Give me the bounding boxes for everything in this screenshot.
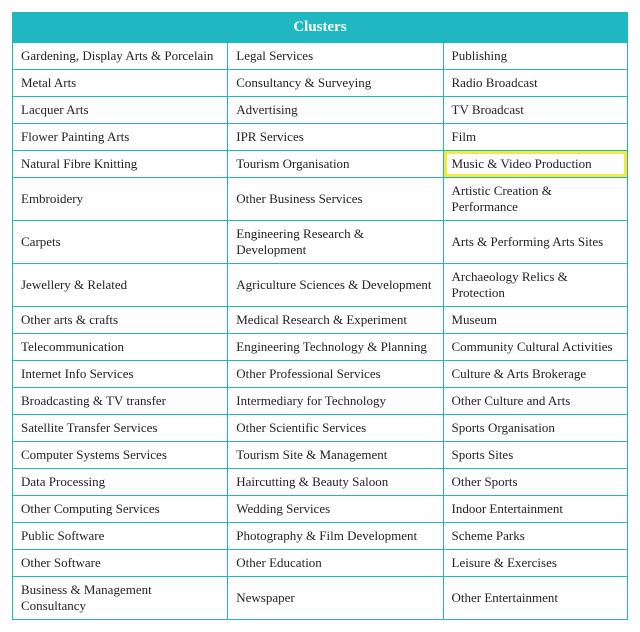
table-row: Metal ArtsConsultancy & SurveyingRadio B…	[13, 70, 628, 97]
table-cell: Newspaper	[228, 577, 443, 620]
table-cell: Culture & Arts Brokerage	[443, 361, 628, 388]
table-cell: Satellite Transfer Services	[13, 415, 228, 442]
table-cell: IPR Services	[228, 124, 443, 151]
table-cell: Business & Management Consultancy	[13, 577, 228, 620]
table-cell: Other Education	[228, 550, 443, 577]
table-cell: Other Software	[13, 550, 228, 577]
table-cell: Embroidery	[13, 178, 228, 221]
table-cell: Scheme Parks	[443, 523, 628, 550]
table-cell: Jewellery & Related	[13, 264, 228, 307]
table-cell: Film	[443, 124, 628, 151]
table-cell: Music & Video Production	[443, 151, 628, 178]
table-cell: Lacquer Arts	[13, 97, 228, 124]
table-cell: Consultancy & Surveying	[228, 70, 443, 97]
table-cell: Internet Info Services	[13, 361, 228, 388]
table-cell: Wedding Services	[228, 496, 443, 523]
table-cell: Haircutting & Beauty Saloon	[228, 469, 443, 496]
table-cell: Agriculture Sciences & Development	[228, 264, 443, 307]
table-cell: Other Computing Services	[13, 496, 228, 523]
table-cell: Sports Sites	[443, 442, 628, 469]
table-cell: Medical Research & Experiment	[228, 307, 443, 334]
table-cell: Community Cultural Activities	[443, 334, 628, 361]
table-cell: Other Entertainment	[443, 577, 628, 620]
table-cell: Other arts & crafts	[13, 307, 228, 334]
table-row: Computer Systems ServicesTourism Site & …	[13, 442, 628, 469]
table-row: Business & Management ConsultancyNewspap…	[13, 577, 628, 620]
table-cell: Leisure & Exercises	[443, 550, 628, 577]
table-cell: Museum	[443, 307, 628, 334]
table-row: Internet Info ServicesOther Professional…	[13, 361, 628, 388]
table-cell: Indoor Entertainment	[443, 496, 628, 523]
table-row: Broadcasting & TV transferIntermediary f…	[13, 388, 628, 415]
table-cell: Other Professional Services	[228, 361, 443, 388]
table-cell: Radio Broadcast	[443, 70, 628, 97]
table-cell: Data Processing	[13, 469, 228, 496]
table-cell: Tourism Organisation	[228, 151, 443, 178]
table-cell: Engineering Research & Development	[228, 221, 443, 264]
table-cell: Natural Fibre Knitting	[13, 151, 228, 178]
table-row: Data ProcessingHaircutting & Beauty Salo…	[13, 469, 628, 496]
table-cell: TV Broadcast	[443, 97, 628, 124]
table-cell: Gardening, Display Arts & Porcelain	[13, 43, 228, 70]
table-row: TelecommunicationEngineering Technology …	[13, 334, 628, 361]
table-cell: Public Software	[13, 523, 228, 550]
table-row: Other arts & craftsMedical Research & Ex…	[13, 307, 628, 334]
table-body: Gardening, Display Arts & PorcelainLegal…	[13, 43, 628, 620]
table-cell: Legal Services	[228, 43, 443, 70]
table-cell: Other Sports	[443, 469, 628, 496]
table-cell: Other Scientific Services	[228, 415, 443, 442]
clusters-table: Clusters Gardening, Display Arts & Porce…	[12, 12, 628, 620]
table-cell: Publishing	[443, 43, 628, 70]
table-row: Natural Fibre KnittingTourism Organisati…	[13, 151, 628, 178]
table-row: Satellite Transfer ServicesOther Scienti…	[13, 415, 628, 442]
table-row: Other Computing ServicesWedding Services…	[13, 496, 628, 523]
table-cell: Sports Organisation	[443, 415, 628, 442]
table-cell: Arts & Performing Arts Sites	[443, 221, 628, 264]
table-cell: Archaeology Relics & Protection	[443, 264, 628, 307]
table-cell: Broadcasting & TV transfer	[13, 388, 228, 415]
table-cell: Engineering Technology & Planning	[228, 334, 443, 361]
table-cell: Tourism Site & Management	[228, 442, 443, 469]
table-cell: Flower Painting Arts	[13, 124, 228, 151]
table-row: Public SoftwarePhotography & Film Develo…	[13, 523, 628, 550]
table-cell: Artistic Creation & Performance	[443, 178, 628, 221]
table-row: Other SoftwareOther EducationLeisure & E…	[13, 550, 628, 577]
table-row: Lacquer ArtsAdvertisingTV Broadcast	[13, 97, 628, 124]
table-cell: Photography & Film Development	[228, 523, 443, 550]
table-cell: Advertising	[228, 97, 443, 124]
table-cell: Other Business Services	[228, 178, 443, 221]
table-row: EmbroideryOther Business ServicesArtisti…	[13, 178, 628, 221]
table-header: Clusters	[13, 13, 628, 43]
table-cell: Telecommunication	[13, 334, 228, 361]
table-cell: Intermediary for Technology	[228, 388, 443, 415]
table-row: Gardening, Display Arts & PorcelainLegal…	[13, 43, 628, 70]
table-cell: Carpets	[13, 221, 228, 264]
table-cell: Other Culture and Arts	[443, 388, 628, 415]
table-row: Jewellery & RelatedAgriculture Sciences …	[13, 264, 628, 307]
table-row: Flower Painting ArtsIPR ServicesFilm	[13, 124, 628, 151]
table-cell: Computer Systems Services	[13, 442, 228, 469]
table-cell: Metal Arts	[13, 70, 228, 97]
table-row: CarpetsEngineering Research & Developmen…	[13, 221, 628, 264]
